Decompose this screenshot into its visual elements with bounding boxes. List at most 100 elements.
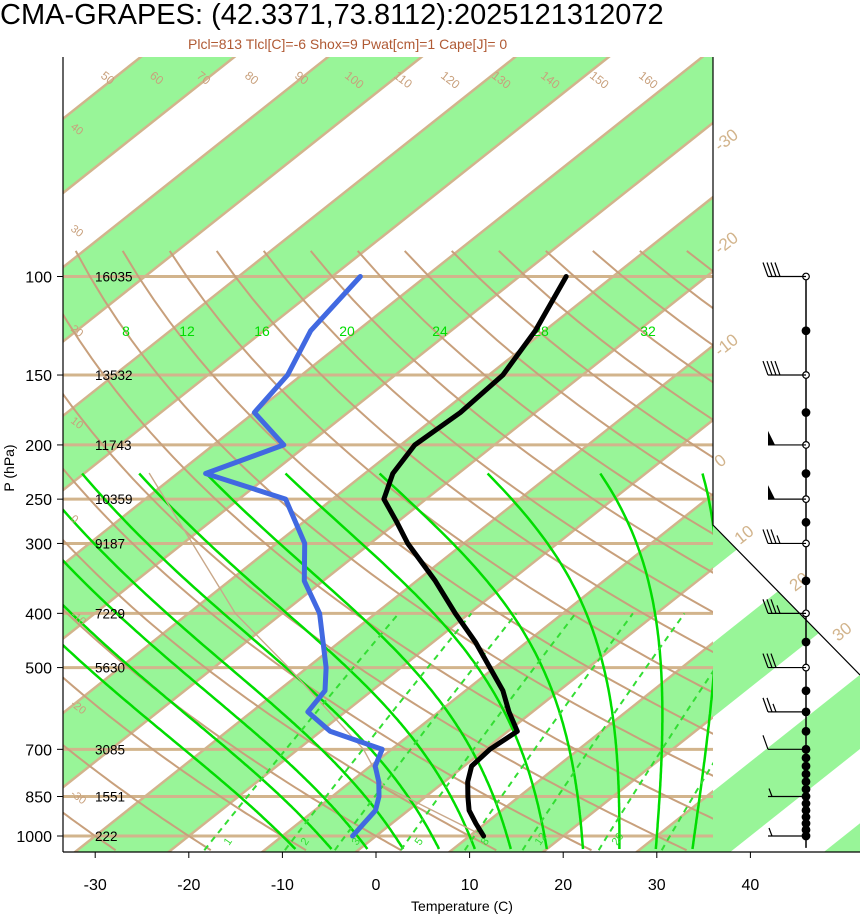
- left-edge-label: -30: [68, 788, 88, 807]
- pressure-tick-label: 850: [25, 790, 52, 807]
- isotherm-line: [541, 715, 713, 852]
- isotherm-label: -30: [711, 125, 742, 155]
- height-label: 13532: [95, 368, 133, 383]
- mixing-ratio-line: [284, 612, 473, 851]
- isotherm-band: [713, 525, 860, 852]
- mixing-ratio-label: 3: [350, 836, 363, 848]
- pressure-tick-label: 250: [25, 492, 52, 509]
- x-tick-label: 40: [742, 877, 760, 894]
- height-label: 11743: [95, 438, 132, 453]
- wind-barb-full: [770, 360, 777, 376]
- pressure-tick-label: 700: [25, 742, 52, 759]
- wind-flag: [768, 430, 775, 445]
- height-label: 7229: [95, 606, 125, 621]
- wind-level-marker: [801, 576, 811, 586]
- dry-adiabat-label: 160: [636, 68, 661, 92]
- moist-adiabat-line: [63, 507, 405, 850]
- x-tick-label: 10: [461, 877, 479, 894]
- moist-adiabat-label: 8: [122, 323, 130, 339]
- moist-adiabat-line: [63, 643, 297, 850]
- isotherm-line: [63, 57, 237, 195]
- wind-barb-full: [770, 262, 777, 277]
- wind-barb-full: [762, 599, 769, 614]
- dry-adiabat-line: [356, 250, 713, 535]
- moist-adiabat-label: 12: [179, 323, 195, 339]
- x-tick-label: -20: [177, 877, 200, 894]
- left-edge-label: 20: [68, 323, 85, 340]
- wind-barb-full: [766, 262, 773, 277]
- isotherm-line: [63, 121, 713, 641]
- wind-barb-full: [762, 653, 769, 668]
- wind-level-marker: [801, 469, 811, 478]
- wind-barb-full: [762, 529, 769, 544]
- y-axis-label: P (hPa): [1, 444, 17, 491]
- pressure-tick-label: 100: [25, 270, 52, 287]
- mixing-ratio-line: [399, 612, 577, 851]
- height-label: 16035: [95, 270, 133, 285]
- isotherm-line: [447, 641, 713, 852]
- moist-adiabat-line: [378, 472, 585, 850]
- x-tick-label: -30: [84, 877, 107, 894]
- mixing-ratio-label: 5: [413, 836, 426, 848]
- wind-level-marker: [801, 761, 811, 771]
- wind-barb-half: [768, 788, 773, 797]
- wind-barb-full: [766, 653, 773, 668]
- isotherm-line: [260, 492, 713, 852]
- dry-adiabat-line: [63, 676, 307, 852]
- plot-frame-right: [712, 57, 860, 676]
- dry-adiabat-line: [74, 250, 713, 777]
- dry-adiabat-line: [63, 312, 713, 820]
- wind-barb-half: [768, 827, 773, 837]
- wind-level-marker: [801, 517, 811, 527]
- moist-adiabat-line: [691, 473, 713, 850]
- isotherm-line: [63, 57, 611, 492]
- isotherm-line: [63, 57, 518, 418]
- wind-level-marker: [801, 753, 811, 763]
- wind-barb-full: [762, 262, 769, 277]
- isotherm-line: [63, 269, 713, 789]
- wind-barb-full: [774, 360, 781, 376]
- wind-barb-full: [766, 360, 773, 376]
- dry-adiabat-line: [121, 250, 713, 735]
- pressure-tick-label: 300: [25, 536, 52, 553]
- height-label: 9187: [95, 536, 125, 551]
- isotherm-band: [713, 525, 860, 852]
- pressure-tick-label: 200: [25, 438, 52, 455]
- isotherm-label: 30: [829, 619, 856, 646]
- wind-barb-full: [766, 599, 773, 614]
- wind-level-marker: [801, 637, 811, 647]
- parcel-line: [148, 472, 485, 837]
- moist-adiabat-line: [81, 472, 441, 850]
- pressure-tick-label: 400: [25, 606, 52, 623]
- dry-adiabat-line: [309, 250, 713, 574]
- height-label: 5630: [95, 661, 125, 676]
- mixing-ratio-label: 8: [479, 836, 492, 848]
- wind-barb-full: [766, 697, 773, 713]
- wind-level-marker: [801, 686, 811, 696]
- x-tick-label: 30: [648, 877, 666, 894]
- wind-barb-full: [762, 735, 769, 750]
- height-label: 1551: [95, 790, 125, 805]
- height-label: 3085: [95, 742, 125, 757]
- pressure-tick-label: 500: [25, 661, 52, 678]
- mixing-ratio-line: [597, 669, 713, 851]
- moist-adiabat-line: [63, 603, 333, 850]
- wind-barb-full: [770, 529, 777, 544]
- wind-level-marker: [801, 769, 811, 779]
- chart-title: CMA-GRAPES: (42.3371,73.8112):2025121312…: [0, 0, 664, 31]
- left-edge-label: 10: [68, 415, 85, 432]
- mixing-ratio-line: [203, 612, 400, 851]
- isotherm-line: [73, 344, 713, 852]
- mixing-ratio-line: [333, 612, 518, 851]
- height-label: 222: [95, 829, 118, 844]
- wind-level-marker: [801, 784, 811, 794]
- wind-level-marker: [801, 777, 811, 787]
- pressure-tick-label: 1000: [16, 829, 52, 846]
- dewpoint-line: [203, 274, 385, 839]
- isotherm-line: [63, 57, 424, 344]
- mixing-ratio-line: [463, 612, 634, 851]
- wind-barb-full: [770, 653, 777, 668]
- mixing-ratio-line: [521, 612, 686, 851]
- isotherm-line: [63, 57, 705, 567]
